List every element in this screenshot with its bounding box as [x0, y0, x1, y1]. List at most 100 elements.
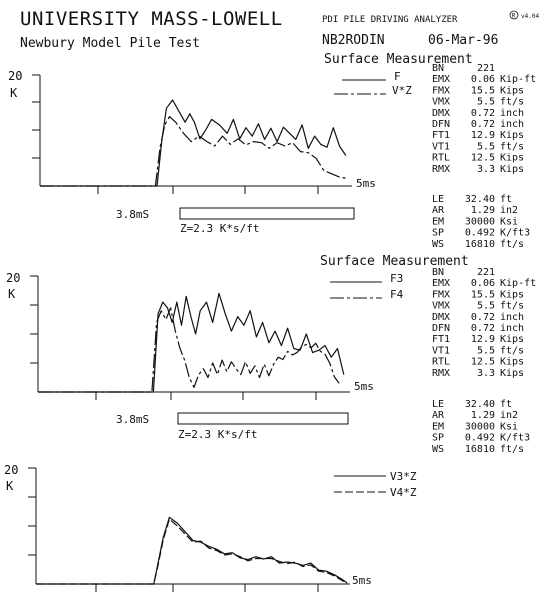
y-unit-label: K	[10, 86, 18, 100]
plot-area-1	[40, 99, 347, 187]
stat-unit: inch	[500, 119, 524, 130]
stat-unit: in2	[500, 205, 518, 216]
scale-bar	[177, 412, 349, 425]
series-line-f	[40, 99, 347, 187]
stat-key: BN	[432, 267, 444, 278]
time-axis-label: 5ms	[356, 177, 376, 190]
stat-key: BN	[432, 63, 444, 74]
stat-value: 3.3	[477, 164, 495, 175]
stats-block-2: BN 221 EMX 0.06 Kip-ft FMX 15.5 Kips VMX 5.5 ft/s D…	[432, 267, 536, 379]
file-id: NB2RODIN	[322, 33, 385, 48]
y-axis	[32, 74, 41, 186]
registered-mark-icon: R	[509, 10, 519, 20]
chart-panel-1: Surface Measurement 20 K F V*Z 5ms 3.8mS…	[8, 52, 473, 235]
stat-value: 12.9	[471, 130, 495, 141]
time-axis-label: 5ms	[352, 574, 372, 587]
stat-unit: ft/s	[500, 444, 524, 455]
stat-unit: Kips	[500, 368, 524, 379]
stat-unit: ft/s	[500, 239, 524, 250]
stat-key: RMX	[432, 164, 450, 175]
stat-value: 5.5	[477, 301, 495, 312]
stat-unit: Ksi	[500, 216, 518, 227]
impedance-label: Z=2.3 K*s/ft	[178, 428, 257, 441]
legend-label-f4: F4	[390, 288, 404, 301]
panel-title: Surface Measurement	[324, 52, 473, 67]
stat-unit: K/ft3	[500, 433, 530, 444]
stat-unit: Kips	[500, 357, 524, 368]
stat-key: LE	[432, 399, 444, 410]
stat-key: AR	[432, 410, 445, 421]
stat-value: 0.72	[471, 312, 495, 323]
y-axis	[28, 467, 37, 584]
series-line-v4-z	[36, 518, 348, 585]
stat-key: FT1	[432, 334, 450, 345]
stat-key: AR	[432, 205, 445, 216]
stat-key: SP	[432, 228, 444, 239]
y-axis	[30, 275, 39, 392]
series-line-f3	[38, 292, 345, 393]
stat-unit: ft	[500, 399, 512, 410]
stat-unit: Kips	[500, 153, 524, 164]
stat-unit: inch	[500, 312, 524, 323]
y-scale-label: 20	[4, 463, 18, 477]
stat-key: RMX	[432, 368, 450, 379]
stat-value: 32.40	[465, 194, 495, 205]
series-line-v3-z	[36, 516, 348, 585]
project-subtitle: Newbury Model Pile Test	[20, 36, 200, 51]
stat-unit: Kip-ft	[500, 278, 536, 289]
stat-key: FMX	[432, 85, 450, 96]
stat-key: VMX	[432, 97, 450, 108]
analyzer-version: v4.04	[521, 13, 539, 20]
stat-value: 0.06	[471, 74, 495, 85]
stat-unit: ft/s	[500, 345, 524, 356]
stat-key: DMX	[432, 312, 450, 323]
stat-unit: Kips	[500, 164, 524, 175]
stat-unit: ft/s	[500, 141, 524, 152]
legend-label-v4-z: V4*Z	[390, 486, 417, 499]
stat-value: 0.06	[471, 278, 495, 289]
stat-key: FT1	[432, 130, 450, 141]
analyzer-name: PDI PILE DRIVING ANALYZER	[322, 15, 458, 25]
legend-label-f: F	[394, 70, 401, 83]
y-scale-label: 20	[6, 271, 20, 285]
stat-key: WS	[432, 239, 444, 250]
stat-unit: Kips	[500, 85, 524, 96]
stat-value: 15.5	[471, 85, 495, 96]
stat-value: 16810	[465, 444, 495, 455]
stat-key: EM	[432, 421, 444, 432]
stat-key: FMX	[432, 289, 450, 300]
stat-value: 5.5	[477, 141, 495, 152]
stat-value: 0.72	[471, 108, 495, 119]
stat-value: 16810	[465, 239, 495, 250]
stat-key: SP	[432, 433, 444, 444]
stat-unit: ft	[500, 194, 512, 205]
stat-value: 0.492	[465, 433, 495, 444]
y-unit-label: K	[8, 287, 16, 301]
stat-value: 1.29	[471, 410, 495, 421]
stat-unit: ft/s	[500, 97, 524, 108]
params-block-2: LE 32.40 ft AR 1.29 in2 EM 30000 Ksi SP 0.492 K/ft3…	[432, 399, 530, 455]
stat-key: VT1	[432, 141, 450, 152]
stat-value: 32.40	[465, 399, 495, 410]
stat-value: 3.3	[477, 368, 495, 379]
stat-value: 12.9	[471, 334, 495, 345]
stat-value: 221	[477, 63, 495, 74]
stat-unit: Kips	[500, 130, 524, 141]
plot-area-2	[38, 292, 345, 393]
stat-unit: ft/s	[500, 301, 524, 312]
x-axis	[36, 583, 350, 592]
legend-label-v-z: V*Z	[392, 84, 412, 97]
stat-value: 30000	[465, 421, 495, 432]
params-block-1: LE 32.40 ft AR 1.29 in2 EM 30000 Ksi SP 0.492 K/ft3…	[432, 194, 530, 250]
panel-title: Surface Measurement	[320, 254, 469, 269]
stat-value: 1.29	[471, 205, 495, 216]
series-line-f4	[38, 307, 340, 393]
stat-unit: inch	[500, 323, 524, 334]
institution-title: UNIVERSITY MASS-LOWELL	[20, 8, 283, 30]
stat-unit: inch	[500, 108, 524, 119]
stat-unit: Kips	[500, 289, 524, 300]
stat-value: 12.5	[471, 153, 495, 164]
stat-key: RTL	[432, 357, 450, 368]
stat-unit: Kip-ft	[500, 74, 536, 85]
stat-value: 12.5	[471, 357, 495, 368]
